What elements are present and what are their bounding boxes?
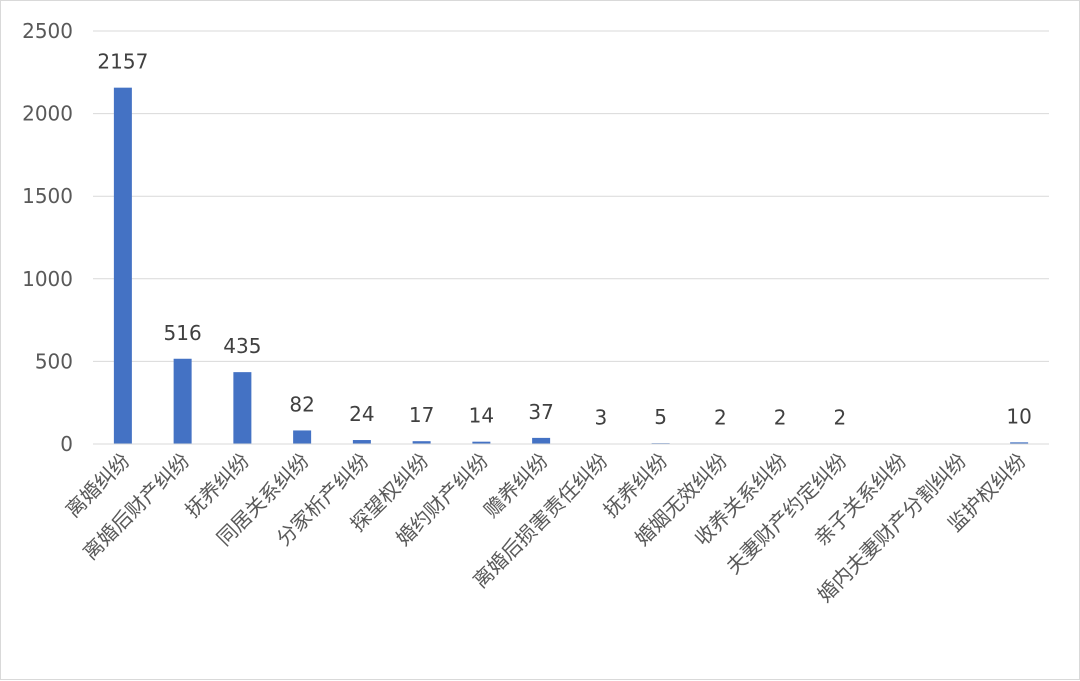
- bar: [1010, 442, 1029, 444]
- y-tick-label: 0: [60, 432, 73, 456]
- y-tick-label: 2500: [22, 19, 73, 43]
- data-label: 2: [774, 406, 787, 430]
- y-tick-label: 2000: [22, 102, 73, 126]
- data-label: 14: [469, 404, 494, 428]
- y-tick-label: 1500: [22, 184, 73, 208]
- data-label: 516: [164, 321, 202, 345]
- bar: [412, 441, 431, 444]
- data-label: 37: [528, 400, 553, 424]
- bars: [113, 87, 1029, 444]
- bar: [173, 358, 192, 444]
- data-label: 2: [834, 406, 847, 430]
- data-label: 5: [654, 405, 667, 429]
- bar: [532, 437, 551, 444]
- data-label: 17: [409, 403, 434, 427]
- bar: [293, 430, 312, 444]
- x-axis: 离婚纠纷离婚后财产纠纷抚养纠纷同居关系纠纷分家析产纠纷探望权纠纷婚约财产纠纷赡养…: [61, 443, 1049, 607]
- y-axis: 0 500 1000 1500 2000 2500: [22, 19, 73, 456]
- bar: [233, 372, 252, 444]
- y-tick-label: 1000: [22, 267, 73, 291]
- data-label: 2157: [97, 50, 148, 74]
- data-labels: 2157 516 435 82 24 17 14 37 3 5 2 2 2 10: [97, 50, 1031, 430]
- bar: [352, 440, 371, 444]
- data-label: 2: [714, 406, 727, 430]
- data-label: 82: [289, 392, 314, 416]
- bar: [472, 441, 491, 444]
- data-label: 24: [349, 402, 374, 426]
- data-label: 3: [595, 406, 608, 430]
- data-label: 435: [223, 334, 261, 358]
- data-label: 10: [1006, 404, 1031, 428]
- category-label: 离婚后财产纠纷: [78, 449, 194, 565]
- y-tick-label: 500: [35, 349, 73, 373]
- bar: [113, 87, 132, 444]
